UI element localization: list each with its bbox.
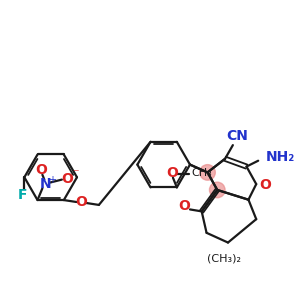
- Text: O: O: [259, 178, 271, 192]
- Text: +: +: [48, 175, 56, 184]
- Text: O: O: [35, 163, 47, 177]
- Text: ⁻: ⁻: [72, 167, 79, 180]
- Text: O: O: [75, 195, 87, 209]
- Text: F: F: [18, 188, 27, 202]
- Text: (CH₃)₂: (CH₃)₂: [207, 253, 241, 263]
- Circle shape: [200, 165, 215, 180]
- Text: O: O: [178, 199, 190, 212]
- Text: CH₃: CH₃: [191, 168, 212, 178]
- Text: NH₂: NH₂: [266, 150, 295, 164]
- Circle shape: [209, 182, 225, 198]
- Text: CN: CN: [226, 129, 248, 143]
- Text: O: O: [61, 172, 73, 186]
- Text: N: N: [40, 178, 51, 191]
- Text: O: O: [166, 166, 178, 180]
